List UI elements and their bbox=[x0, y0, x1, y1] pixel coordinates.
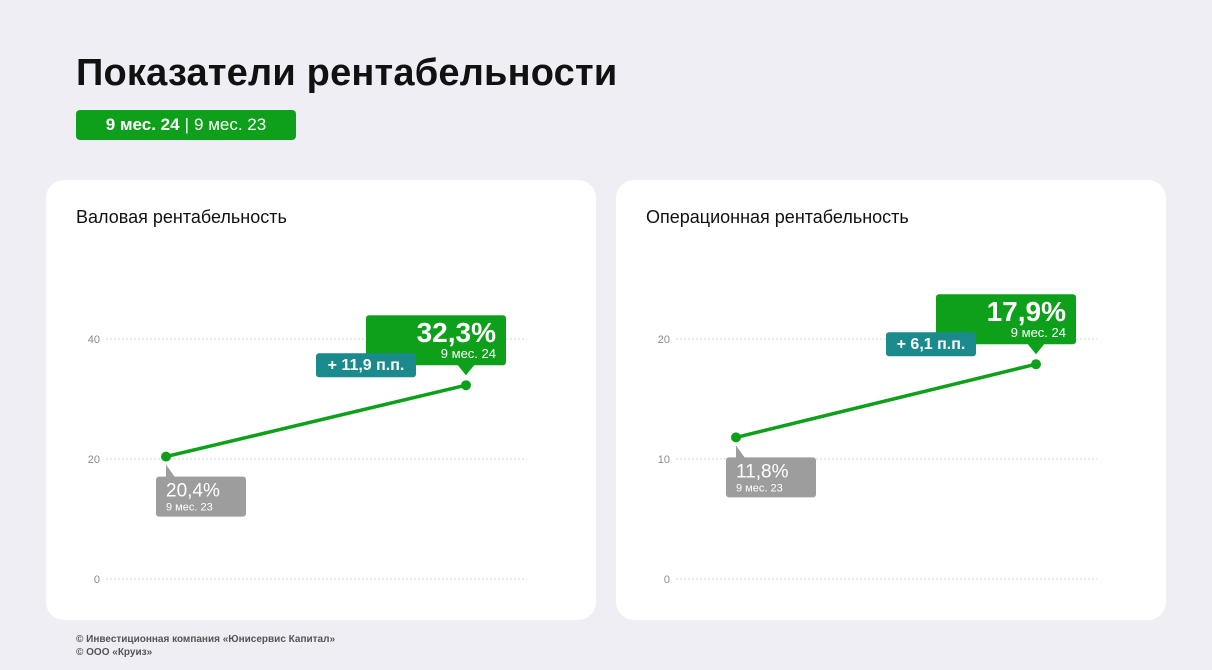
prev-value-label-box bbox=[726, 457, 816, 498]
period-previous: 9 мес. 23 bbox=[194, 115, 267, 134]
page-title: Показатели рентабельности bbox=[76, 52, 618, 94]
data-point-current bbox=[1031, 359, 1041, 370]
y-tick-label: 20 bbox=[658, 334, 670, 346]
gross-margin-chart: 0 20 40 20,4%9 мес. 23 32,3%9 мес. 24 + 11,9 … bbox=[88, 315, 527, 586]
footer-copyright-2: © ООО «Круиз» bbox=[76, 647, 153, 658]
current-value-label-box bbox=[936, 294, 1076, 345]
y-tick-label: 0 bbox=[664, 574, 670, 586]
current-value-label-box bbox=[366, 315, 506, 366]
chart-title-gross-margin: Валовая рентабельность bbox=[76, 207, 287, 227]
y-tick-label: 0 bbox=[94, 574, 100, 586]
operating-margin-card: Операционная рентабельность 0 10 20 11,8% 9 … bbox=[616, 180, 1166, 620]
prev-value-label: 11,8% bbox=[736, 461, 789, 482]
delta-badge bbox=[316, 353, 416, 378]
current-value-label: 17,9% bbox=[987, 296, 1066, 327]
prev-period-label: 9 мес. 23 bbox=[166, 502, 213, 514]
current-label-pointer bbox=[1027, 343, 1045, 355]
prev-period-label: 9 мес. 23 bbox=[736, 482, 783, 494]
data-point-prev bbox=[731, 432, 741, 443]
series-line bbox=[164, 383, 468, 459]
current-value-label: 32,3% bbox=[417, 317, 496, 348]
series-line bbox=[734, 362, 1038, 440]
y-tick-label: 20 bbox=[88, 454, 100, 466]
operating-margin-chart: 0 10 20 11,8%9 мес. 23 17,9%9 мес. 24 + 6,1 п… bbox=[658, 294, 1097, 586]
footer-copyright-1: © Инвестиционная компания «Юнисервис Кап… bbox=[76, 634, 336, 645]
current-period-label: 9 мес. 24 bbox=[441, 346, 496, 361]
prev-value-label: 20,4% bbox=[166, 481, 220, 502]
period-badge: 9 мес. 24 | 9 мес. 23 bbox=[76, 110, 296, 140]
data-point-current bbox=[461, 380, 471, 391]
data-point-prev bbox=[161, 451, 171, 462]
prev-value-label-box bbox=[156, 476, 246, 517]
prev-label-pointer bbox=[166, 464, 176, 479]
current-label-pointer bbox=[457, 364, 475, 376]
y-tick-label: 10 bbox=[658, 454, 670, 466]
gross-margin-card: Валовая рентабельность 0 20 40 20,4% 9 мес. … bbox=[46, 180, 596, 620]
y-tick-label: 40 bbox=[88, 334, 100, 346]
prev-label-pointer bbox=[736, 445, 746, 460]
period-separator: | bbox=[184, 115, 190, 134]
current-period-label: 9 мес. 24 bbox=[1011, 325, 1066, 340]
delta-label: + 11,9 п.п. bbox=[328, 357, 405, 374]
delta-label: + 6,1 п.п. bbox=[897, 336, 966, 353]
chart-title-operating-margin: Операционная рентабельность bbox=[646, 207, 909, 227]
period-current: 9 мес. 24 bbox=[105, 115, 180, 134]
delta-badge bbox=[886, 332, 976, 357]
footer: © Инвестиционная компания «Юнисервис Кап… bbox=[76, 633, 335, 659]
